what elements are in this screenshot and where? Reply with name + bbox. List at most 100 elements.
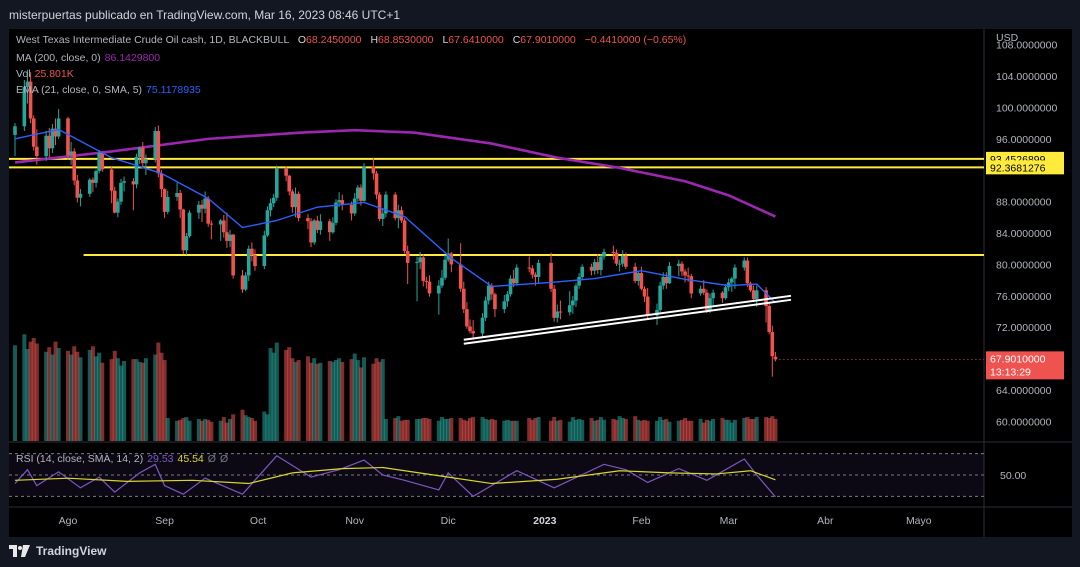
ema-value: 75.1178935 — [146, 84, 201, 96]
candle-body — [50, 128, 55, 149]
volume-bar — [218, 420, 223, 441]
volume-bar — [228, 418, 233, 441]
trendline-upper — [463, 294, 792, 341]
candle-body — [639, 273, 644, 289]
rsi-label: RSI (14, close, SMA, 14, 2) — [16, 453, 144, 465]
candle-body — [13, 126, 17, 135]
volume-bar — [567, 421, 572, 441]
open-label: O — [297, 34, 307, 46]
volume-bar — [340, 361, 345, 441]
candle-body — [35, 146, 39, 157]
ma-value: 86.1429800 — [104, 52, 161, 64]
candle-body — [268, 203, 273, 211]
candle-body — [250, 248, 254, 256]
top-bar: misterpuertas publicado en TradingView.c… — [0, 0, 1080, 30]
volume-bar — [159, 352, 164, 441]
tradingview-footer[interactable]: TradingView — [9, 540, 106, 562]
candle-body — [567, 305, 572, 313]
rsi-extra-2: Ø — [219, 453, 229, 465]
candle-body — [549, 262, 553, 289]
volume-bar — [28, 341, 33, 441]
candle-body — [486, 285, 491, 301]
candle-body — [206, 198, 211, 224]
volume-bar — [592, 420, 597, 441]
candle-body — [424, 280, 429, 282]
ma-legend[interactable]: MA (200, close, 0) 86.1429800 — [16, 52, 160, 64]
candle-body — [767, 306, 771, 332]
volume-bar — [199, 420, 204, 441]
candle-body — [287, 175, 292, 192]
volume-bar — [75, 351, 80, 441]
level-price-label-bg — [986, 160, 1064, 175]
volume-bar — [729, 422, 734, 441]
volume-bar — [315, 363, 320, 441]
volume-bar — [645, 420, 650, 441]
candle-body — [296, 193, 301, 219]
rsi-legend[interactable]: RSI (14, close, SMA, 14, 2) 29.53 45.54 Ø Ø — [16, 453, 228, 465]
volume-bar — [623, 418, 628, 441]
volume-bar — [707, 420, 712, 441]
candle-body — [349, 204, 354, 214]
candle-body — [175, 193, 179, 197]
volume-bar — [658, 417, 663, 441]
candle-body — [274, 168, 279, 198]
candle-body — [306, 218, 310, 222]
volume-bar — [224, 422, 229, 441]
candle-body — [87, 179, 92, 194]
volume-bar — [271, 352, 276, 441]
volume-bar — [221, 417, 226, 441]
volume-bar — [44, 351, 49, 441]
volume-bar — [732, 419, 737, 441]
candle-body — [119, 182, 123, 202]
candle-body — [377, 194, 382, 219]
candle-body — [461, 288, 466, 310]
volume-bar — [573, 419, 578, 441]
candle-body — [645, 296, 650, 316]
volume-bar — [464, 420, 469, 441]
volume-bar — [87, 349, 92, 441]
volume-bar — [156, 342, 161, 441]
x-tick-label: Abr — [817, 515, 834, 527]
candle-body — [642, 288, 647, 297]
candle-body — [458, 264, 463, 289]
candle-body — [100, 152, 105, 170]
ema-21-line — [14, 128, 776, 304]
volume-bar — [580, 419, 585, 441]
volume-bar — [13, 345, 17, 441]
candle-body — [602, 251, 606, 257]
volume-bar — [349, 359, 354, 441]
candle-body — [271, 197, 276, 204]
candle-body — [773, 356, 778, 360]
candle-body — [72, 151, 77, 181]
volume-bar — [676, 420, 681, 441]
candle-body — [75, 180, 80, 198]
x-tick-label: Ago — [59, 515, 78, 527]
candle-body — [228, 234, 232, 241]
volume-bar — [555, 420, 560, 441]
volume-bar — [720, 418, 725, 441]
volume-bar — [184, 417, 189, 441]
volume-bar — [636, 419, 641, 441]
ema-legend[interactable]: EMA (21, close, 0, SMA, 5) 75.1178935 — [16, 84, 201, 96]
candle-body — [726, 282, 731, 288]
candle-body — [371, 166, 376, 174]
chart-panel[interactable]: USD 108.0000000 104.0000000 100.0000000 96.0… — [9, 29, 1072, 537]
y-tick-label: 100.0000000 — [996, 102, 1057, 114]
vol-legend[interactable]: Vol 25.801K — [16, 68, 74, 80]
rsi-extra-1: Ø — [207, 453, 216, 465]
candle-body — [352, 198, 357, 214]
volume-bar — [187, 420, 192, 441]
candle-body — [661, 276, 666, 286]
volume-bar — [100, 362, 105, 441]
volume-bar — [751, 418, 756, 441]
candle-body — [22, 87, 27, 127]
candle-body — [514, 267, 519, 284]
volume-bar — [443, 418, 448, 441]
volume-bar — [424, 418, 429, 441]
candle-body — [415, 262, 419, 264]
candle-body — [480, 317, 485, 334]
volume-bar — [611, 418, 616, 441]
candle-body — [624, 255, 628, 267]
volume-bar — [511, 420, 516, 441]
